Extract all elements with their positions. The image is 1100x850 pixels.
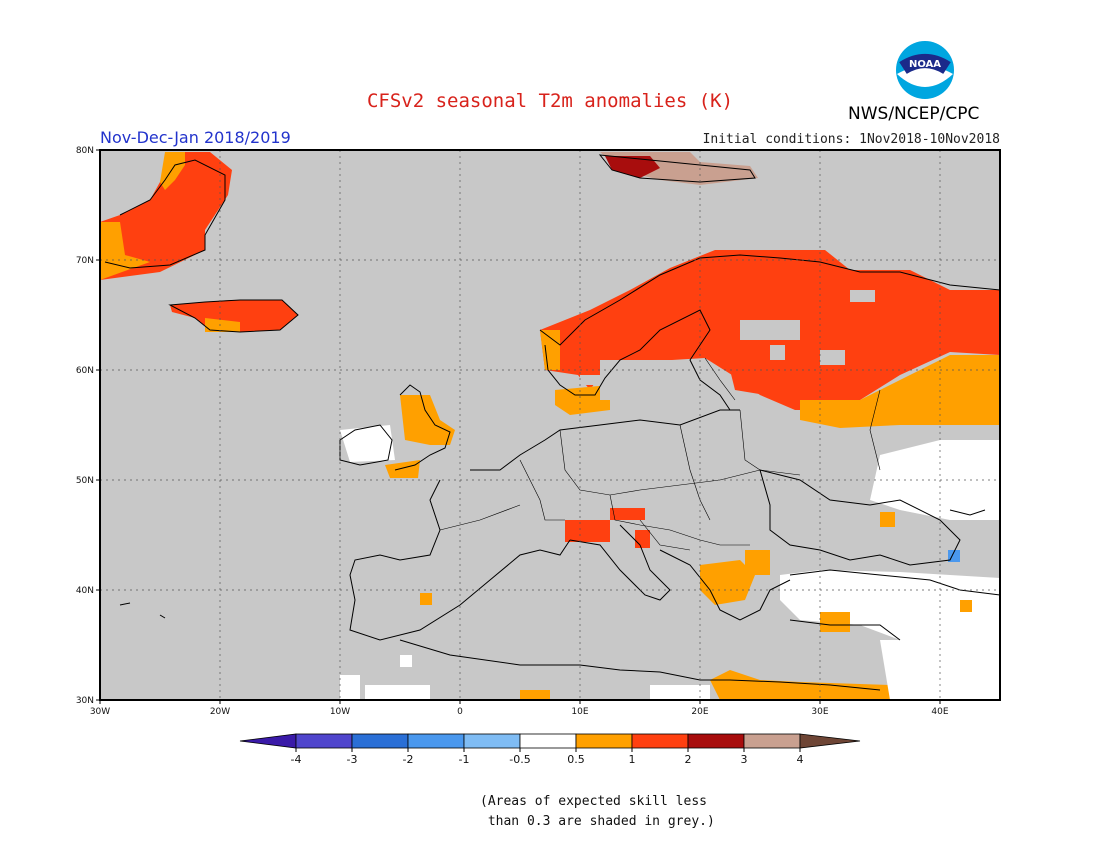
noaa-logo-text: NOAA xyxy=(909,59,941,70)
colorbar-segment xyxy=(463,733,521,749)
colorbar-segment xyxy=(631,733,689,749)
colorbar-label: 4 xyxy=(797,753,804,766)
lat-tick-label: 80N xyxy=(76,146,94,156)
graticule xyxy=(100,150,1000,700)
colorbar-segment xyxy=(407,733,465,749)
colorbar-label: 1 xyxy=(629,753,636,766)
map-frame xyxy=(99,149,1001,701)
lon-tick-label: 40E xyxy=(931,707,948,717)
colorbar-label: -4 xyxy=(291,753,302,766)
lon-tick-label: 20W xyxy=(210,707,230,717)
longitude-axis: 30W 20W 10W 0 10E 20E 30E 40E xyxy=(90,700,949,717)
colorbar-segment xyxy=(687,733,745,749)
noaa-logo: NOAA xyxy=(895,40,955,104)
season-label: Nov-Dec-Jan 2018/2019 xyxy=(100,128,291,147)
lon-tick-label: 0 xyxy=(457,707,463,717)
colorbar-label: -1 xyxy=(459,753,470,766)
agency-label: NWS/NCEP/CPC xyxy=(848,104,980,124)
skill-note: (Areas of expected skill less than 0.3 a… xyxy=(480,794,715,829)
colorbar-label: 0.5 xyxy=(567,753,585,766)
colorbar-segment xyxy=(351,733,409,749)
lat-tick-label: 60N xyxy=(76,366,94,376)
colorbar-segment xyxy=(295,733,353,749)
lat-tick-label: 70N xyxy=(76,256,94,266)
lat-tick-label: 30N xyxy=(76,696,94,706)
colorbar-segment xyxy=(575,733,633,749)
country-borders xyxy=(439,357,881,551)
anomaly-shading xyxy=(100,152,1000,700)
lon-tick-label: 10W xyxy=(330,707,350,717)
colorbar-label: -2 xyxy=(403,753,414,766)
lon-tick-label: 30E xyxy=(811,707,828,717)
latitude-axis: 30N 40N 50N 60N 70N 80N xyxy=(76,146,100,706)
lat-tick-label: 40N xyxy=(76,586,94,596)
lon-tick-label: 30W xyxy=(90,707,110,717)
colorbar-segment xyxy=(519,733,577,749)
colorbar-max-arrow xyxy=(799,733,861,749)
colorbar-min-arrow xyxy=(239,733,297,749)
lat-tick-label: 50N xyxy=(76,476,94,486)
initial-conditions-label: Initial conditions: 1Nov2018-10Nov2018 xyxy=(702,132,1000,147)
map-title: CFSv2 seasonal T2m anomalies (K) xyxy=(366,90,734,112)
colorbar-label: 2 xyxy=(685,753,692,766)
lon-tick-label: 10E xyxy=(571,707,588,717)
colorbar-label: 3 xyxy=(741,753,748,766)
coastlines xyxy=(104,154,1001,691)
lon-tick-label: 20E xyxy=(691,707,708,717)
colorbar-label: -3 xyxy=(347,753,358,766)
colorbar: -4 -3 -2 -1 -0.5 0.5 1 2 3 4 xyxy=(239,733,861,766)
colorbar-segment xyxy=(743,733,801,749)
colorbar-label: -0.5 xyxy=(509,753,530,766)
